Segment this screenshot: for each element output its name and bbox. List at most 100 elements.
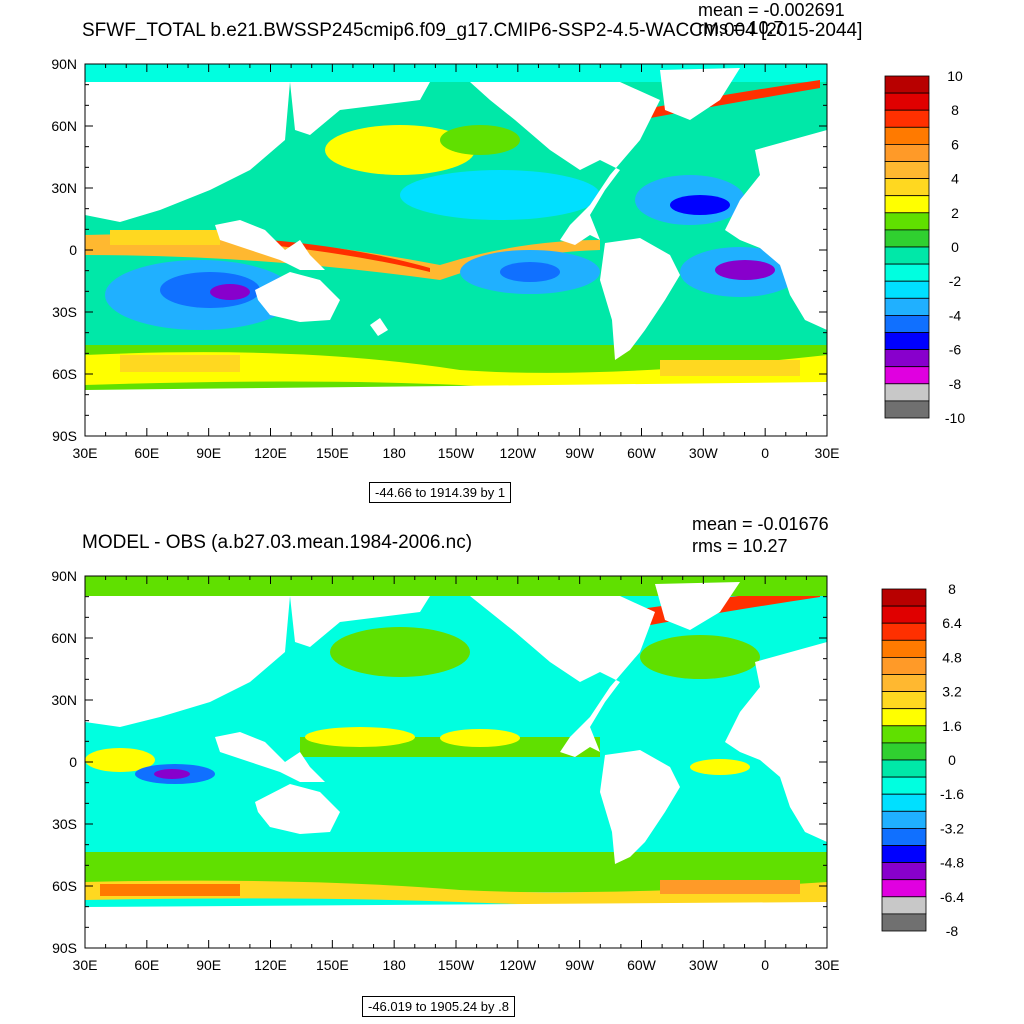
- colorbar-swatch: [881, 725, 927, 744]
- colorbar-label: 2: [951, 205, 959, 221]
- lat-tick-label: 90S: [52, 940, 77, 956]
- rms-label: rms = 10.7: [698, 18, 784, 38]
- colorbar-swatch: [884, 109, 930, 128]
- range-label: -44.66 to 1914.39 by 1: [369, 482, 512, 503]
- colorbar-label: 6: [951, 136, 959, 152]
- lon-tick-label: 60E: [134, 445, 159, 461]
- colorbar: 10 8 6 4 2 0 -2 -4 -6 -8 -10: [884, 68, 965, 426]
- lat-tick-label: 90N: [51, 56, 77, 72]
- colorbar-swatch: [884, 143, 930, 162]
- colorbar-label: 10: [947, 68, 963, 84]
- colorbar-swatch: [884, 280, 930, 299]
- colorbar-label: 4: [951, 171, 959, 187]
- colorbar-swatch: [884, 332, 930, 351]
- lon-tick-label: 90E: [196, 957, 221, 973]
- colorbar-label: 0: [948, 752, 956, 768]
- colorbar-label: -6.4: [940, 889, 964, 905]
- lon-tick-label: 150W: [438, 957, 475, 973]
- colorbar-swatch: [881, 862, 927, 881]
- colorbar-swatch: [884, 263, 930, 282]
- colorbar-swatch: [884, 314, 930, 333]
- lat-tick-label: 90N: [51, 568, 77, 584]
- colorbar: 8 6.4 4.8 3.2 1.6 0 -1.6 -3.2 -4.8 -6.4 -8: [881, 581, 964, 939]
- colorbar-swatch: [881, 742, 927, 761]
- colorbar-swatch: [881, 605, 927, 624]
- colorbar-swatch: [884, 229, 930, 248]
- colorbar-label: 8: [948, 581, 956, 597]
- panel-title: SFWF_TOTAL b.e21.BWSSP245cmip6.f09_g17.C…: [82, 20, 863, 41]
- colorbar-label: -1.6: [940, 786, 964, 802]
- colorbar-swatch: [881, 656, 927, 675]
- rms-label: rms = 10.27: [692, 536, 788, 556]
- colorbar-label: -4.8: [940, 855, 964, 871]
- colorbar-swatch: [881, 622, 927, 641]
- lon-tick-label: 120W: [500, 957, 537, 973]
- colorbar-label: -8: [949, 376, 962, 392]
- colorbar-swatch: [881, 896, 927, 915]
- colorbar-swatch: [884, 366, 930, 385]
- mean-label: mean = -0.01676: [692, 514, 829, 534]
- colorbar-label: -3.2: [940, 820, 964, 836]
- colorbar-label: -2: [949, 273, 962, 289]
- colorbar-swatch: [881, 827, 927, 846]
- lon-tick-label: 60W: [627, 957, 657, 973]
- colorbar-swatch: [884, 349, 930, 368]
- lon-tick-label: 0: [761, 445, 769, 461]
- lon-tick-label: 150W: [438, 445, 475, 461]
- lon-tick-label: 90W: [565, 445, 595, 461]
- colorbar-swatch: [884, 400, 930, 419]
- colorbar-swatch: [881, 793, 927, 812]
- colorbar-swatch: [881, 913, 927, 932]
- colorbar-swatch: [884, 178, 930, 197]
- lon-tick-label: 30E: [815, 957, 840, 973]
- colorbar-swatch: [881, 810, 927, 829]
- lat-tick-label: 60N: [51, 118, 77, 134]
- lon-tick-label: 30E: [73, 957, 98, 973]
- colorbar-label: 8: [951, 102, 959, 118]
- lon-tick-label: 150E: [316, 957, 349, 973]
- colorbar-label: 0: [951, 239, 959, 255]
- colorbar-swatch: [881, 639, 927, 658]
- colorbar-label: 4.8: [942, 649, 962, 665]
- lon-tick-label: 30E: [815, 445, 840, 461]
- panel-title: MODEL - OBS (a.b27.03.mean.1984-2006.nc): [82, 532, 473, 553]
- colorbar-swatch: [884, 212, 930, 231]
- colorbar-swatch: [881, 708, 927, 727]
- colorbar-label: -6: [949, 342, 962, 358]
- lon-tick-label: 30W: [689, 957, 719, 973]
- colorbar-swatch: [884, 195, 930, 214]
- lon-tick-label: 30W: [689, 445, 719, 461]
- lat-tick-label: 60N: [51, 630, 77, 646]
- colorbar-swatch: [884, 246, 930, 265]
- lon-tick-label: 180: [382, 957, 406, 973]
- colorbar-label: 3.2: [942, 684, 962, 700]
- colorbar-label: 1.6: [942, 718, 962, 734]
- lon-tick-label: 60E: [134, 957, 159, 973]
- lat-tick-label: 0: [69, 242, 77, 258]
- colorbar-label: 6.4: [942, 615, 962, 631]
- colorbar-swatch: [884, 126, 930, 145]
- land-mask: [85, 582, 827, 948]
- panel-top: SFWF_TOTAL b.e21.BWSSP245cmip6.f09_g17.C…: [51, 0, 965, 503]
- lon-tick-label: 180: [382, 445, 406, 461]
- lon-tick-label: 60W: [627, 445, 657, 461]
- colorbar-label: -8: [946, 923, 959, 939]
- range-label: -46.019 to 1905.24 by .8: [362, 996, 515, 1017]
- lat-tick-label: 0: [69, 754, 77, 770]
- lat-tick-label: 60S: [52, 366, 77, 382]
- colorbar-swatch: [884, 297, 930, 316]
- lon-tick-label: 120W: [500, 445, 537, 461]
- lon-tick-label: 90W: [565, 957, 595, 973]
- lon-tick-label: 90E: [196, 445, 221, 461]
- colorbar-swatch: [881, 845, 927, 864]
- lat-tick-label: 30N: [51, 692, 77, 708]
- colorbar-swatch: [884, 75, 930, 94]
- lon-tick-label: 150E: [316, 445, 349, 461]
- lon-tick-label: 120E: [254, 957, 287, 973]
- lon-tick-label: 0: [761, 957, 769, 973]
- lon-tick-label: 120E: [254, 445, 287, 461]
- colorbar-swatch: [884, 161, 930, 180]
